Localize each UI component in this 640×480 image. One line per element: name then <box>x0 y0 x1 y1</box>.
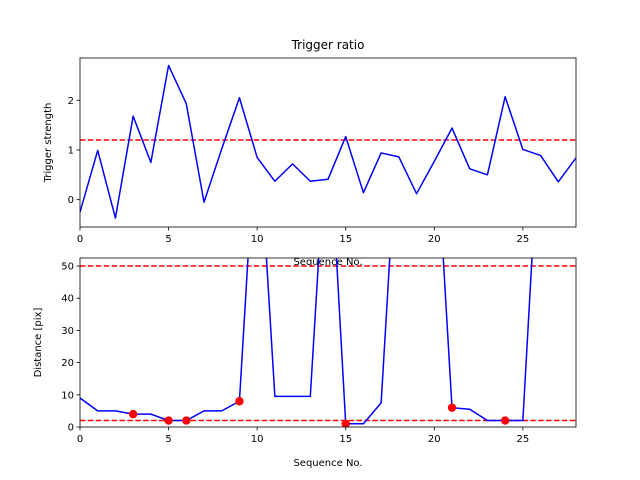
distance-marker-point <box>182 416 191 425</box>
distance-x-tick-label: 10 <box>251 434 264 445</box>
distance-y-tick-label: 50 <box>61 262 74 273</box>
trigger-axis-ticks: 0 5 10 15 20 25 0 1 2 <box>68 96 530 245</box>
distance-y-tick-label: 10 <box>61 390 74 401</box>
distance-marker-point <box>500 416 510 425</box>
distance-axes-frame <box>79 257 577 428</box>
trigger-x-axis-label: Sequence No. <box>293 257 362 268</box>
distance-marker-point <box>341 419 350 427</box>
distance-x-tick-label: 5 <box>165 434 171 445</box>
trigger-x-tick-label: 25 <box>516 234 529 245</box>
distance-y-tick-label: 0 <box>68 423 74 434</box>
trigger-chart-title: Trigger ratio <box>291 38 365 52</box>
distance-y-tick-label: 20 <box>61 358 74 369</box>
distance-markers <box>128 397 510 427</box>
distance-y-tick-label: 40 <box>61 294 74 305</box>
distance-panel: 0 5 10 15 20 25 0 10 20 30 40 50 Sequence No. Dista… <box>33 257 577 469</box>
trigger-y-axis-label: Trigger strength <box>43 103 54 184</box>
distance-x-tick-label: 25 <box>516 434 529 445</box>
distance-series-line <box>80 258 533 425</box>
trigger-axes-frame <box>79 57 577 228</box>
distance-axis-ticks: 0 5 10 15 20 25 0 10 20 30 40 50 <box>61 262 529 445</box>
distance-y-tick-label: 30 <box>61 326 74 337</box>
distance-x-tick-label: 0 <box>77 434 83 445</box>
trigger-strength-series <box>80 64 576 219</box>
trigger-x-tick-label: 5 <box>165 234 171 245</box>
distance-marker-point <box>235 397 244 406</box>
trigger-x-tick-label: 15 <box>339 234 352 245</box>
distance-marker-point <box>447 403 457 412</box>
trigger-ratio-panel: 0 5 10 15 20 25 0 1 2 Trigger ratio Sequence No.… <box>43 38 577 268</box>
trigger-y-tick-label: 1 <box>68 145 74 156</box>
trigger-series-line <box>80 64 576 219</box>
distance-series <box>80 258 533 425</box>
distance-y-axis-label: Distance [pix] <box>33 308 44 378</box>
distance-x-tick-label: 20 <box>428 434 441 445</box>
distance-marker-point <box>164 416 173 425</box>
distance-x-axis-label: Sequence No. <box>293 458 362 469</box>
trigger-x-tick-label: 10 <box>251 234 264 245</box>
trigger-y-tick-label: 0 <box>68 195 74 206</box>
distance-x-tick-label: 15 <box>339 434 352 445</box>
trigger-y-tick-label: 2 <box>68 96 74 107</box>
trigger-x-tick-label: 0 <box>77 234 83 245</box>
distance-marker-point <box>128 409 138 419</box>
trigger-x-tick-label: 20 <box>428 234 441 245</box>
